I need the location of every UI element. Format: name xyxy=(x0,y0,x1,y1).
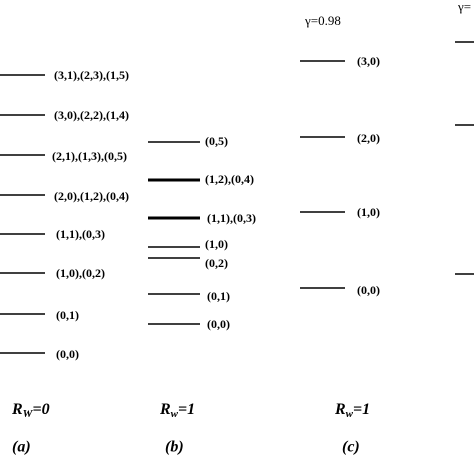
gamma-label: γ= xyxy=(457,0,471,14)
level-label: (0,1) xyxy=(56,308,79,322)
level-label: (3,1),(2,3),(1,5) xyxy=(54,68,129,82)
level-label: (1,1),(0,3) xyxy=(56,227,105,241)
column-c: γ=0.98 (3,0) (2,0) (1,0) (0,0) Rw=1 (c) xyxy=(300,13,380,456)
caption: (b) xyxy=(165,439,184,456)
footer: Rw=1 xyxy=(334,401,370,420)
level-label: (3,0) xyxy=(357,54,380,68)
level-label: (1,0),(0,2) xyxy=(56,266,105,280)
level-label: (1,1),(0,3) xyxy=(207,211,256,225)
footer: Rw=1 xyxy=(159,401,195,420)
level-label: (0,0) xyxy=(56,347,79,361)
level-label: (2,1),(1,3),(0,5) xyxy=(52,149,127,163)
level-label: (0,2) xyxy=(205,256,228,270)
footer: RW=0 xyxy=(11,401,50,420)
level-label: (3,0),(2,2),(1,4) xyxy=(54,108,129,122)
level-label: (2,0),(1,2),(0,4) xyxy=(54,189,129,203)
level-label: (1,0) xyxy=(357,205,380,219)
level-label: (0,1) xyxy=(207,289,230,303)
column-d: γ= xyxy=(455,0,474,275)
level-label: (0,0) xyxy=(207,317,230,331)
column-a: (3,1),(2,3),(1,5) (3,0),(2,2),(1,4) (2,1… xyxy=(0,68,129,456)
caption: (c) xyxy=(342,439,360,456)
column-b: (0,5) (1,2),(0,4) (1,1),(0,3) (1,0) (0,2… xyxy=(148,134,256,456)
level-label: (1,2),(0,4) xyxy=(205,172,254,186)
level-label: (0,5) xyxy=(205,134,228,148)
caption: (a) xyxy=(12,439,31,456)
gamma-label: γ=0.98 xyxy=(304,13,341,28)
level-label: (0,0) xyxy=(357,283,380,297)
level-label: (1,0) xyxy=(205,237,228,251)
level-label: (2,0) xyxy=(357,131,380,145)
